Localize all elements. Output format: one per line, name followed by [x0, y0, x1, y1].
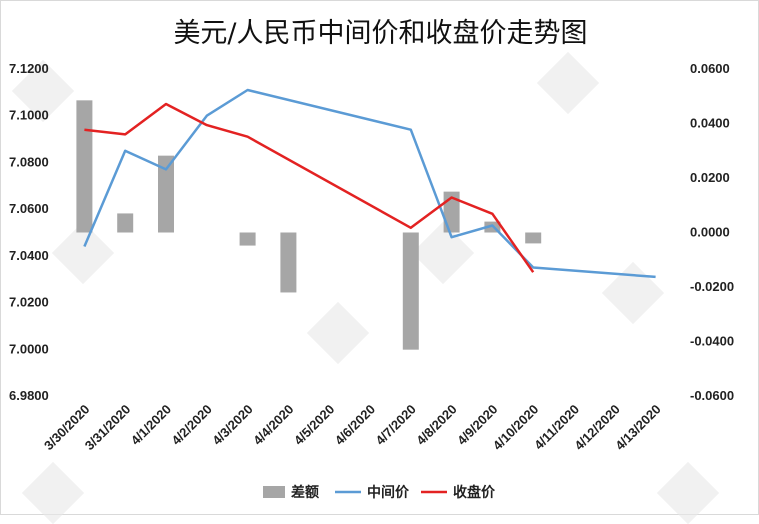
x-axis-tick-label: 4/1/2020: [128, 402, 174, 448]
diff-bar: [239, 232, 256, 246]
diff-bar: [525, 232, 542, 244]
x-axis-tick-label: 4/7/2020: [373, 402, 419, 448]
x-axis-tick-label: 4/4/2020: [250, 402, 296, 448]
legend-label: 收盘价: [453, 484, 496, 501]
right-axis-tick-label: 0.0600: [690, 61, 730, 76]
legend-label: 中间价: [367, 484, 410, 501]
right-axis-tick-label: -0.0200: [690, 279, 734, 294]
left-axis-tick-label: 7.1000: [9, 108, 49, 123]
x-axis-tick-label: 4/2/2020: [169, 402, 215, 448]
right-axis-tick-label: 0.0400: [690, 116, 730, 131]
diff-bar: [280, 232, 297, 293]
left-axis-tick-label: 7.0000: [9, 341, 49, 356]
x-axis-tick-label: 4/3/2020: [209, 402, 255, 448]
x-axis-tick-label: 4/5/2020: [291, 402, 337, 448]
left-axis-tick-label: 7.0400: [9, 248, 49, 263]
x-axis-tick-label: 4/8/2020: [413, 402, 459, 448]
left-axis-tick-label: 6.9800: [9, 388, 49, 403]
left-axis-tick-label: 7.0200: [9, 295, 49, 310]
right-axis-tick-label: 0.0000: [690, 225, 730, 240]
x-axis-tick-label: 4/6/2020: [332, 402, 378, 448]
legend-swatch-diff: [263, 486, 285, 498]
right-axis-tick-label: 0.0200: [690, 170, 730, 185]
diff-bar: [402, 232, 419, 350]
diff-bar: [158, 155, 174, 233]
diff-bar: [76, 100, 93, 233]
chart-title: 美元/人民币中间价和收盘价走势图: [173, 18, 588, 49]
left-axis-tick-label: 7.0600: [9, 201, 49, 216]
right-axis-tick-label: -0.0600: [690, 388, 734, 403]
legend-label: 差额: [291, 484, 319, 501]
mid-rate-line: [83, 88, 656, 279]
left-axis-tick-label: 7.1200: [9, 61, 49, 76]
diff-bar: [117, 213, 134, 233]
right-axis-tick-label: -0.0400: [690, 334, 734, 349]
close-rate-line: [84, 102, 535, 273]
left-axis-tick-label: 7.0800: [9, 154, 49, 169]
